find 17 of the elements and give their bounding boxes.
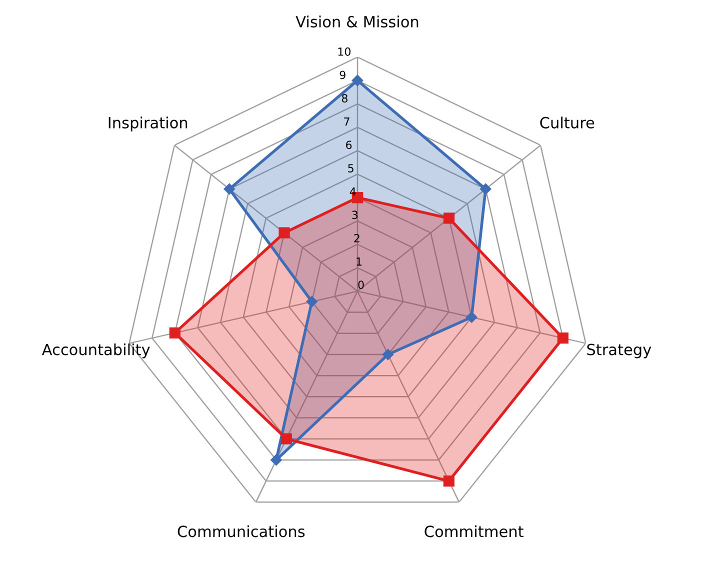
y-tick-label: 9 <box>340 70 346 80</box>
y-tick-label: 7 <box>344 118 350 126</box>
spoke-label: Accountability <box>42 343 150 358</box>
y-tick-label: 3 <box>352 210 358 220</box>
y-tick-label: 0 <box>358 280 364 290</box>
y-tick-label: 1 <box>356 257 362 266</box>
spoke-label: Inspiration <box>108 116 188 132</box>
y-tick-label: 5 <box>348 164 354 172</box>
spoke-label: Vision & Mission <box>296 16 418 28</box>
y-tick-label: 2 <box>354 234 360 242</box>
y-tick-label: 6 <box>346 140 352 150</box>
spoke-label: Commitment <box>424 525 524 538</box>
y-tick-label: 8 <box>342 94 348 102</box>
spoke-label: Strategy <box>587 344 652 358</box>
spoke-label: Culture <box>540 116 594 128</box>
spoke-label: Communications <box>178 525 305 538</box>
y-tick-label: 10 <box>338 47 350 56</box>
